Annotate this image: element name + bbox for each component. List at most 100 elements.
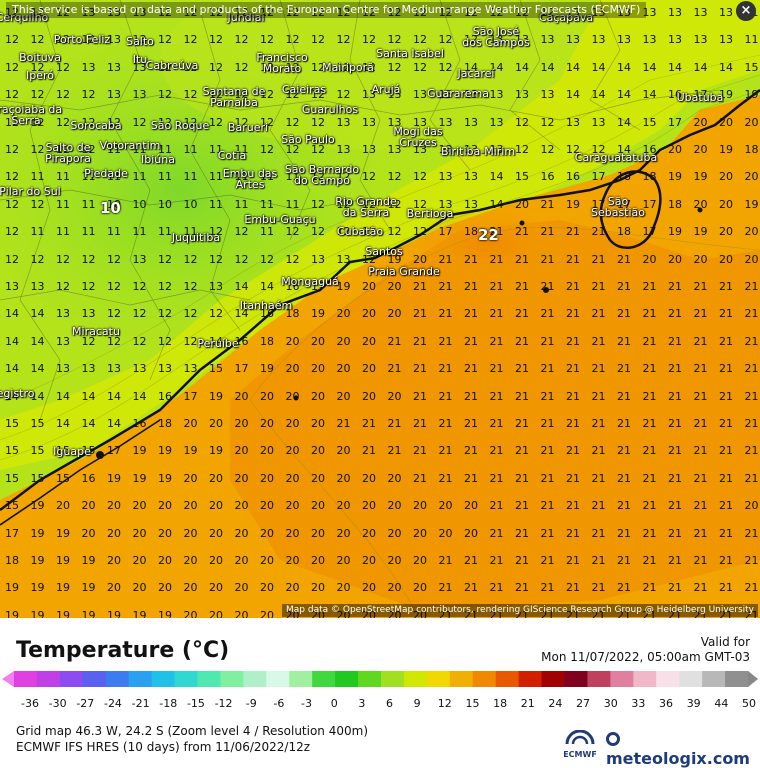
grid-value: 21	[714, 473, 738, 485]
grid-value: 13	[459, 171, 483, 183]
city-label[interactable]: Miracatu	[72, 326, 120, 337]
city-label[interactable]: Juquitiba	[172, 232, 220, 243]
grid-value: 21	[740, 582, 760, 594]
grid-value: 21	[536, 418, 560, 430]
grid-value: 21	[510, 226, 534, 238]
grid-value: 13	[663, 7, 687, 19]
grid-value: 21	[357, 418, 381, 430]
city-label[interactable]: Barueri	[228, 122, 268, 133]
city-label[interactable]: Bertioga	[407, 208, 454, 219]
grid-value: 12	[179, 34, 203, 46]
grid-value: 20	[306, 582, 330, 594]
city-label[interactable]: Santa Isabel	[376, 48, 444, 59]
city-label[interactable]: Cabreúva	[146, 60, 199, 71]
city-label[interactable]: Iguape	[53, 446, 91, 457]
city-label[interactable]: Guarulhos	[302, 104, 358, 115]
city-label[interactable]: Votorantim	[100, 140, 161, 151]
grid-value: 20	[306, 336, 330, 348]
city-label[interactable]: Salto de Pirapora	[45, 142, 91, 164]
city-label[interactable]: São Paulo	[281, 134, 335, 145]
meteologix-logo[interactable]: meteologix.com	[606, 730, 760, 768]
grid-value: 12	[102, 254, 126, 266]
city-label[interactable]: Ubatuba	[677, 92, 724, 103]
city-label[interactable]: São Bernardo do Campo	[285, 164, 359, 186]
grid-value: 15	[510, 171, 534, 183]
grid-value: 21	[459, 582, 483, 594]
city-label[interactable]: Santana de Parnaíba	[203, 86, 266, 108]
city-label[interactable]: Mogi das Cruzes	[393, 126, 442, 148]
grid-value: 21	[740, 555, 760, 567]
grid-value: 18	[612, 171, 636, 183]
grid-value: 20	[153, 528, 177, 540]
grid-value: 21	[434, 445, 458, 457]
grid-value: 20	[204, 500, 228, 512]
grid-value: 20	[153, 582, 177, 594]
city-label[interactable]: Caraguatatuba	[575, 152, 657, 163]
colorbar-tick-label: -6	[264, 697, 294, 710]
grid-value: 19	[128, 610, 152, 618]
city-label[interactable]: Registro	[0, 388, 35, 399]
grid-value: 13	[102, 89, 126, 101]
grid-value: 20	[128, 528, 152, 540]
colorbar-segment	[60, 671, 83, 687]
city-label[interactable]: Araçoiaba da Serra	[0, 104, 62, 126]
grid-value: 20	[204, 582, 228, 594]
city-label[interactable]: Biritiba-Mirim	[441, 146, 515, 157]
grid-value: 20	[51, 500, 75, 512]
city-label[interactable]: Embu-Guaçu	[244, 214, 315, 225]
city-label[interactable]: São Sebastião	[591, 196, 645, 218]
grid-value: 20	[332, 500, 356, 512]
grid-value: 20	[357, 500, 381, 512]
grid-value: 20	[281, 582, 305, 594]
grid-value: 21	[663, 391, 687, 403]
colorbar-tick-label: -15	[181, 697, 211, 710]
city-label[interactable]: Porto Feliz	[54, 34, 110, 45]
grid-value: 20	[179, 555, 203, 567]
city-label[interactable]: Boituva	[19, 52, 61, 63]
grid-value: 16	[561, 171, 585, 183]
city-label[interactable]: Francisco Morato	[256, 52, 307, 74]
grid-value: 20	[306, 528, 330, 540]
grid-value: 12	[281, 254, 305, 266]
city-label[interactable]: Santos	[365, 246, 402, 257]
city-label[interactable]: Mongaguá	[281, 276, 339, 287]
grid-value: 10	[128, 199, 152, 211]
city-label[interactable]: Jacareí	[458, 68, 495, 79]
city-label[interactable]: Peruíbe	[197, 338, 238, 349]
grid-value: 13	[102, 363, 126, 375]
city-label[interactable]: Itanhaém	[240, 300, 292, 311]
grid-value: 21	[383, 445, 407, 457]
grid-value: 21	[714, 308, 738, 320]
city-label[interactable]: Ibiúna	[141, 154, 175, 165]
city-label[interactable]: Pilar do Sul	[0, 186, 61, 197]
colorbar-tick-label: -27	[70, 697, 100, 710]
grid-value: 20	[357, 528, 381, 540]
city-label[interactable]: Iperó	[26, 70, 54, 81]
city-label[interactable]: Embu das Artes	[223, 168, 278, 190]
grid-value: 20	[332, 308, 356, 320]
grid-value: 20	[230, 500, 254, 512]
grid-value: 21	[561, 418, 585, 430]
grid-value: 20	[128, 582, 152, 594]
city-label[interactable]: Mairiporã	[322, 62, 374, 73]
city-label[interactable]: Rio Grande da Serra	[335, 196, 396, 218]
city-label[interactable]: Salto	[126, 36, 154, 47]
grid-value: 21	[638, 500, 662, 512]
close-button[interactable]: ×	[736, 1, 756, 21]
grid-value: 12	[153, 336, 177, 348]
grid-info: Grid map 46.3 W, 24.2 S (Zoom level 4 / …	[16, 724, 368, 738]
city-label[interactable]: São José dos Campos	[462, 26, 530, 48]
city-label[interactable]: Guararema	[427, 88, 489, 99]
grid-value: 21	[689, 473, 713, 485]
city-label[interactable]: Cubatão	[337, 226, 383, 237]
city-label[interactable]: Praia Grande	[368, 266, 440, 277]
city-label[interactable]: Cotia	[218, 150, 247, 161]
city-label[interactable]: Caieiras	[282, 84, 326, 95]
city-label[interactable]: Piedade	[84, 168, 128, 179]
city-label[interactable]: Arujá	[372, 84, 401, 95]
grid-value: 21	[459, 281, 483, 293]
grid-value: 14	[587, 89, 611, 101]
city-label[interactable]: Sorocaba	[70, 120, 121, 131]
city-label[interactable]: São Roque	[151, 120, 210, 131]
